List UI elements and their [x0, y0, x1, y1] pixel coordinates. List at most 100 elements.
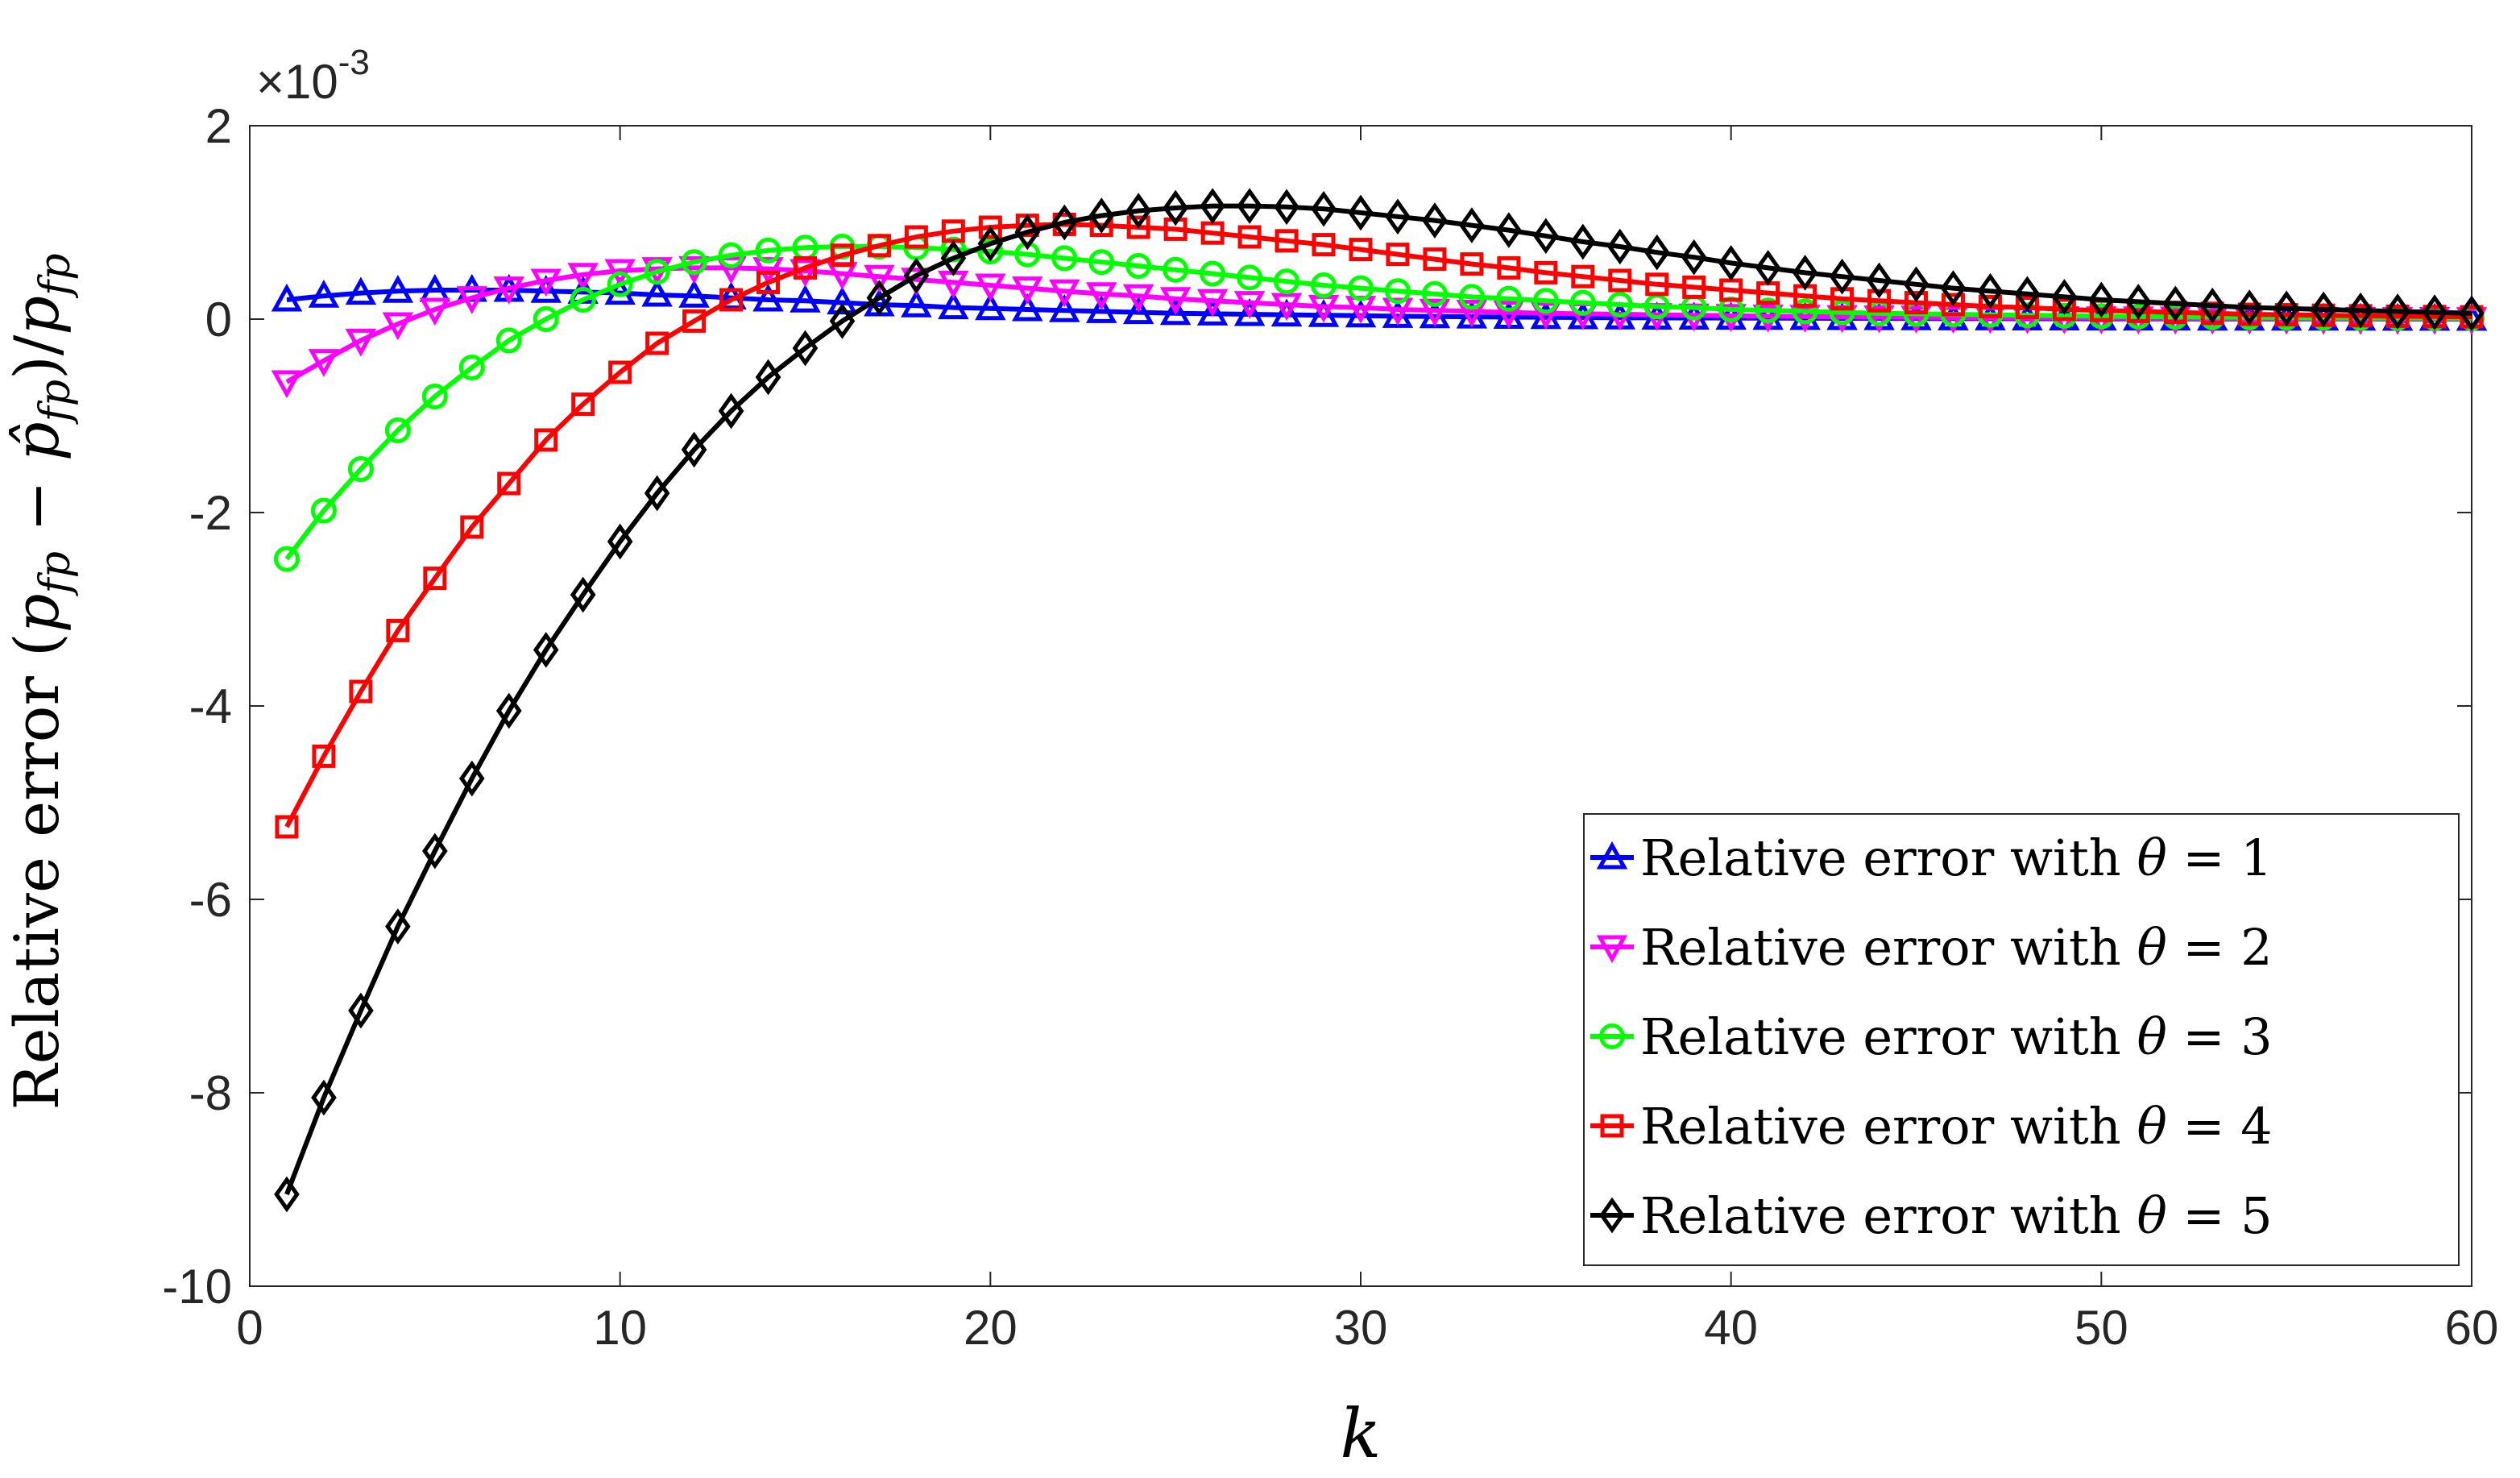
series-5-point: [1829, 258, 1855, 295]
series-5-point: [607, 523, 633, 560]
series-3-point: [755, 237, 781, 264]
series-5-point: [1274, 189, 1299, 226]
series-4-point: [1941, 293, 1965, 317]
series-2-point: [1012, 276, 1043, 305]
x-tick-label: 10: [593, 1301, 647, 1355]
series-4-point: [534, 428, 558, 452]
series-4-point: [1126, 215, 1150, 239]
series-4-point: [830, 243, 854, 268]
series-3-point: [1348, 275, 1374, 301]
series-4-point: [1497, 255, 1521, 280]
series-2-point: [271, 370, 303, 399]
y-tick-label: -6: [189, 873, 232, 927]
legend-item-3: Relative error with θ = 3: [1590, 1007, 2273, 1066]
x-tick-label: 60: [2445, 1301, 2499, 1355]
series-5-point: [903, 257, 930, 294]
series-3-point: [718, 242, 744, 268]
x-tick-label: 50: [2074, 1301, 2128, 1355]
series-3-point: [1200, 260, 1226, 287]
series-5-point: [495, 692, 522, 729]
series-1-point: [678, 280, 710, 308]
y-tick-label: -4: [189, 679, 232, 733]
series-3-line: [284, 244, 2472, 561]
legend-label: Relative error with θ = 3: [1640, 1007, 2273, 1066]
series-2-point: [752, 257, 784, 285]
series-2-point: [604, 259, 636, 288]
series-1-point: [1233, 297, 1266, 326]
series-1-point: [1382, 300, 1414, 328]
series-5-point: [570, 576, 596, 613]
legend-label: Relative error with θ = 1: [1640, 828, 2273, 887]
series-5-point: [2422, 294, 2447, 330]
series-5-point: [1311, 190, 1337, 227]
series-5-point: [2199, 287, 2226, 324]
series-5-point: [348, 992, 374, 1029]
series-5-point: [2348, 292, 2373, 329]
y-axis-title: Relative error (pfp − p̂fp)/pfp: [1, 253, 80, 1110]
series-5-point: [1755, 250, 1781, 286]
legend-label: Relative error with θ = 4: [1640, 1097, 2273, 1156]
series-3-point: [1792, 298, 1818, 325]
series-4-point: [460, 515, 484, 539]
legend-item-1: Relative error with θ = 1: [1590, 828, 2273, 887]
series-5-point: [1681, 239, 1707, 276]
series-1-point: [1159, 297, 1192, 326]
series-5-point: [385, 908, 411, 945]
series-4-point: [1275, 229, 1299, 253]
series-2-point: [1938, 305, 1969, 334]
y-tick-label: 2: [205, 99, 232, 153]
legend-swatch-marker: [1600, 1114, 1624, 1138]
series-4-point: [1386, 243, 1410, 267]
series-3-point: [495, 327, 522, 354]
series-5-point: [977, 226, 1004, 262]
series-5-point: [2014, 276, 2041, 313]
legend-swatch-marker: [1599, 1197, 1625, 1234]
series-3-point: [681, 249, 707, 276]
series-1-point: [901, 289, 932, 318]
series-4-point: [423, 567, 447, 591]
series-5-point: [1014, 214, 1041, 251]
series-1-point: [530, 275, 562, 303]
series-3-point: [1421, 280, 1448, 307]
series-2-point: [345, 328, 377, 357]
series-5-point: [422, 832, 448, 870]
series-2-point: [2196, 306, 2228, 335]
series-5-point: [2273, 290, 2299, 327]
series-3-point: [1458, 284, 1485, 310]
series-3-point: [533, 306, 559, 332]
series-2-point: [382, 312, 414, 341]
series-2-point: [1863, 305, 1895, 334]
series-5-point: [1643, 234, 1670, 271]
series-4-point: [1905, 291, 1928, 315]
legend-label: Relative error with θ = 2: [1640, 918, 2273, 977]
series-4-point: [1460, 252, 1484, 276]
series-5-point: [1940, 270, 1967, 306]
legend-item-5: Relative error with θ = 5: [1590, 1186, 2273, 1245]
x-tick-label: 20: [964, 1301, 1018, 1355]
y-exponent-label: ×10-3: [256, 43, 370, 109]
legend-swatch-marker: [1596, 935, 1628, 964]
series-1-point: [827, 286, 858, 315]
series-5-point: [274, 1176, 300, 1213]
series-3-point: [1606, 292, 1633, 318]
series-3-point: [310, 497, 337, 524]
series-4-point: [904, 225, 928, 249]
series-2-point: [1493, 301, 1525, 329]
series-5-point: [458, 760, 485, 797]
series-5-point: [1422, 202, 1448, 239]
legend-item-4: Relative error with θ = 4: [1590, 1097, 2273, 1156]
series-3-point: [1125, 253, 1152, 279]
series-5-point: [1903, 266, 1929, 303]
series-1-point: [1049, 294, 1080, 322]
series-4-point: [312, 744, 336, 768]
series-1-point: [752, 283, 784, 312]
series-5-point: [2051, 279, 2078, 315]
series-4-point: [349, 679, 373, 704]
series-4-point: [608, 360, 632, 384]
series-4-point: [1867, 289, 1892, 313]
series-1-point: [790, 284, 821, 313]
series-5-point: [1977, 272, 2004, 309]
series-1-point: [1122, 296, 1154, 325]
series-5-point: [1496, 212, 1522, 248]
